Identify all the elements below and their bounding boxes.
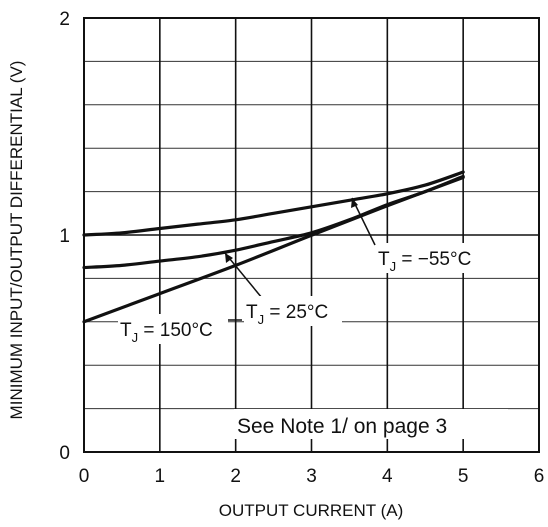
label-bg-m55: [376, 243, 488, 273]
note-box: [234, 409, 508, 439]
y-tick-labels: 0 1 2: [59, 9, 70, 464]
leader-p25-arrow: [225, 253, 233, 263]
label-tj-150: TJ = 150°C: [120, 320, 213, 345]
series-lines: [82, 170, 465, 324]
series-line-2: [82, 175, 465, 324]
x-tick-labels: 0 1 2 3 4 5 6: [79, 466, 545, 487]
x-tick-label: 6: [534, 466, 545, 487]
y-tick-label: 1: [59, 226, 70, 247]
label-tj-minus55: TJ = −55°C: [378, 249, 471, 274]
y-tick-label: 0: [59, 443, 70, 464]
x-tick-label: 5: [458, 466, 469, 487]
y-tick-label: 2: [59, 9, 70, 30]
label-bg-p150: [118, 314, 228, 344]
x-tick-label: 0: [79, 466, 90, 487]
label-bg-p25: [244, 296, 342, 326]
series-line-0: [82, 170, 465, 237]
label-tj-25: TJ = 25°C: [246, 302, 328, 327]
x-tick-label: 2: [230, 466, 241, 487]
x-axis-label: OUTPUT CURRENT (A): [219, 501, 404, 520]
leader-m55-arrow: [351, 198, 358, 208]
x-tick-label: 1: [155, 466, 166, 487]
y-axis-label: MINIMUM INPUT/OUTPUT DIFFERENTIAL (V): [7, 61, 26, 420]
leader-p25: [224, 252, 263, 299]
note-text: See Note 1/ on page 3: [237, 415, 447, 438]
x-tick-label: 4: [382, 466, 393, 487]
x-tick-label: 3: [306, 466, 317, 487]
